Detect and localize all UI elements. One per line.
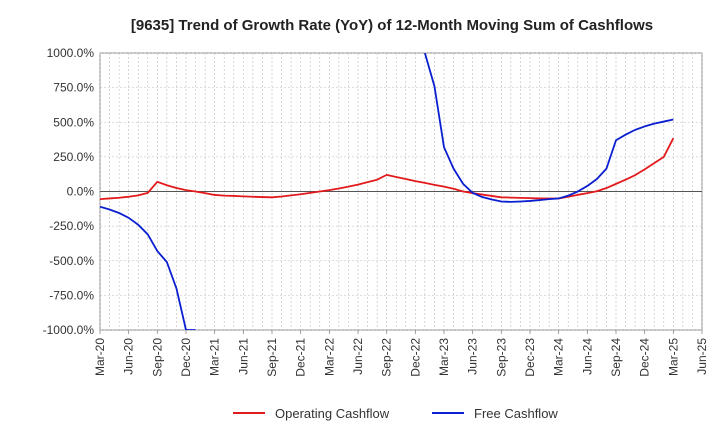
y-tick-label: -750.0% (49, 288, 94, 302)
series-layer (100, 53, 675, 330)
x-tick-label: Sep-23 (494, 338, 508, 377)
x-tick-label: Jun-25 (695, 338, 709, 375)
y-tick-label: -250.0% (49, 219, 94, 233)
x-tick-label: Dec-20 (179, 338, 193, 377)
y-tick-label: 1000.0% (47, 46, 95, 60)
x-tick-label: Sep-21 (265, 338, 279, 377)
series-line-free-cashflow (100, 53, 674, 330)
x-tick-label: Jun-21 (236, 338, 250, 375)
y-tick-label: 500.0% (53, 115, 94, 129)
x-tick-label: Dec-22 (408, 338, 422, 377)
x-tick-label: Mar-23 (437, 338, 451, 376)
x-tick-label: Sep-24 (609, 338, 623, 377)
x-tick-label: Jun-20 (122, 338, 136, 375)
x-tick-label: Sep-20 (150, 338, 164, 377)
legend: Operating Cashflow Free Cashflow (233, 406, 558, 421)
y-tick-label: 250.0% (53, 150, 94, 164)
x-tick-label: Mar-21 (208, 338, 222, 376)
legend-label: Operating Cashflow (275, 406, 390, 421)
legend-label: Free Cashflow (474, 406, 558, 421)
y-tick-label: 750.0% (53, 81, 94, 95)
axes: 1000.0% 750.0% 500.0% 250.0% 0.0% -250.0% -500… (43, 46, 709, 377)
x-tick-label: Dec-21 (294, 338, 308, 377)
x-tick-label: Mar-20 (93, 338, 107, 376)
x-tick-label: Jun-22 (351, 338, 365, 375)
y-tick-label: -500.0% (49, 254, 94, 268)
x-tick-label: Dec-24 (638, 338, 652, 377)
x-tick-label: Sep-22 (380, 338, 394, 377)
x-tick-label: Dec-23 (523, 338, 537, 377)
series-line-operating-cashflow (100, 137, 675, 201)
chart-title: [9635] Trend of Growth Rate (YoY) of 12-… (131, 17, 653, 34)
x-tick-label: Mar-25 (666, 338, 680, 376)
x-tick-label: Jun-24 (580, 338, 594, 375)
y-tick-label: 0.0% (67, 185, 95, 199)
x-tick-label: Mar-24 (552, 338, 566, 376)
y-tick-label: -1000.0% (43, 323, 95, 337)
x-tick-label: Jun-23 (466, 338, 480, 375)
x-tick-label: Mar-22 (322, 338, 336, 376)
